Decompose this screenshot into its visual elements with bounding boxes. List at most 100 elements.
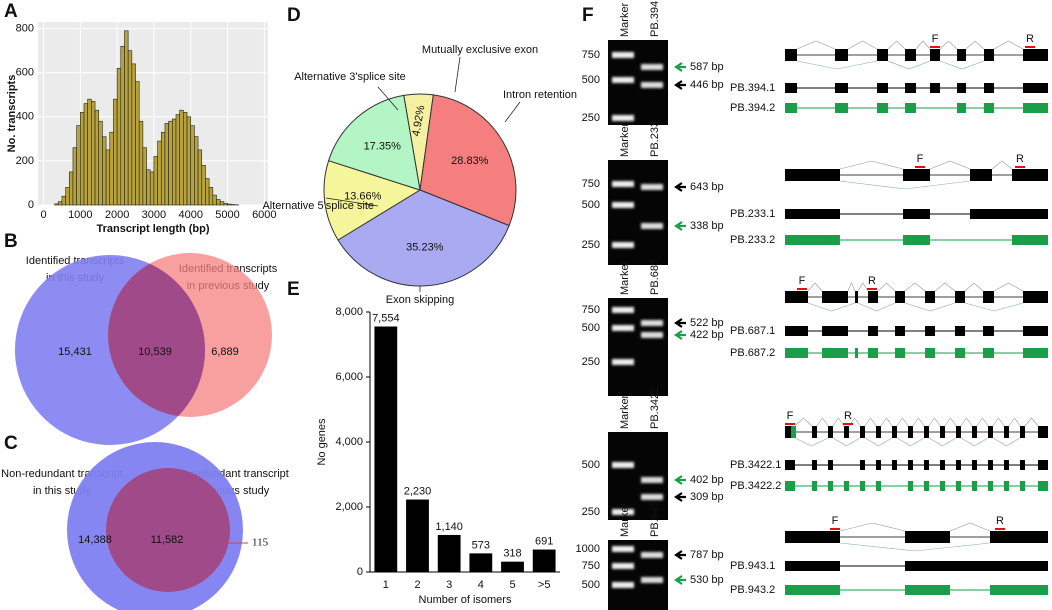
sample-band bbox=[641, 477, 663, 483]
isoform-exon bbox=[877, 83, 888, 93]
isoform-label: PB.943.2 bbox=[730, 584, 775, 596]
ladder-label: 250 bbox=[582, 356, 600, 368]
ladder-band bbox=[612, 509, 634, 515]
exon bbox=[835, 49, 848, 61]
y-axis-label: No. transcripts bbox=[6, 75, 18, 153]
primer-label: F bbox=[787, 410, 794, 422]
sample-band bbox=[641, 64, 663, 70]
splice-arc bbox=[864, 437, 893, 447]
exon bbox=[972, 426, 977, 438]
venn-value: 6,889 bbox=[211, 346, 239, 358]
histogram-bar bbox=[160, 131, 166, 206]
splice-arc bbox=[992, 417, 1005, 427]
histogram-bar bbox=[113, 98, 118, 206]
overlap bbox=[108, 255, 205, 417]
exon bbox=[785, 531, 840, 543]
isoform-exon bbox=[903, 235, 930, 245]
exon bbox=[860, 426, 865, 438]
splice-arc bbox=[964, 302, 1024, 312]
band-label: 587 bp bbox=[690, 61, 724, 73]
exon bbox=[990, 531, 1048, 543]
primer-label: R bbox=[868, 275, 876, 287]
ladder-band bbox=[612, 181, 634, 187]
bar-value-label: 1,140 bbox=[435, 521, 463, 533]
ladder-label: 500 bbox=[582, 579, 600, 591]
histogram-bar bbox=[146, 169, 151, 206]
x-tick-label: 5 bbox=[509, 579, 515, 591]
band-arrow bbox=[674, 475, 686, 485]
y-axis-label: No genes bbox=[316, 418, 328, 466]
band-label: 530 bp bbox=[690, 574, 724, 586]
isoform-exon bbox=[1023, 83, 1048, 93]
band-arrow bbox=[674, 62, 686, 72]
isoform-exon bbox=[984, 103, 994, 113]
histogram-bar bbox=[197, 149, 203, 206]
x-tick-label: 4 bbox=[478, 579, 484, 591]
sample-band bbox=[641, 82, 663, 88]
panel-letter: C bbox=[4, 433, 18, 454]
isoform-label: PB.943.1 bbox=[730, 560, 775, 572]
splice-arc bbox=[991, 160, 1013, 170]
isoform-exon bbox=[924, 481, 929, 491]
isoform-exon bbox=[822, 326, 848, 336]
exon bbox=[940, 426, 945, 438]
bar bbox=[501, 561, 524, 572]
exon bbox=[905, 49, 916, 61]
x-tick-label: 5000 bbox=[215, 209, 239, 221]
bar-value-label: 2,230 bbox=[404, 485, 432, 497]
splice-arc bbox=[794, 417, 813, 427]
exon bbox=[983, 291, 994, 303]
histogram-bar bbox=[94, 109, 100, 206]
isoform-exon bbox=[828, 481, 833, 491]
x-tick-label: 3000 bbox=[142, 209, 166, 221]
splice-arc bbox=[796, 60, 878, 70]
splice-arc bbox=[839, 522, 906, 532]
histogram-bar bbox=[116, 68, 122, 206]
sample-band bbox=[641, 320, 663, 326]
isoform-exon bbox=[785, 585, 840, 595]
ladder-label: 750 bbox=[582, 304, 600, 316]
category-label: Exon skipping bbox=[386, 294, 455, 306]
isoform-label: PB.394.1 bbox=[730, 82, 775, 94]
isoform-exon bbox=[957, 83, 966, 93]
isoform-exon bbox=[844, 481, 849, 491]
primer-label: F bbox=[932, 33, 939, 45]
exon bbox=[957, 49, 966, 61]
exon bbox=[988, 426, 993, 438]
splice-arc bbox=[904, 302, 956, 312]
splice-arc bbox=[965, 40, 985, 50]
isoform-exon bbox=[785, 326, 808, 336]
splice-arc bbox=[896, 437, 925, 447]
isoform-label: PB.687.2 bbox=[730, 347, 775, 359]
splice-arc bbox=[816, 417, 829, 427]
isoform-exon bbox=[940, 460, 945, 470]
x-tick-label: 1000 bbox=[68, 209, 92, 221]
bar bbox=[374, 326, 398, 572]
y-tick-label: 6,000 bbox=[335, 371, 363, 383]
ladder-label: 1000 bbox=[576, 543, 600, 555]
exon bbox=[855, 291, 858, 303]
exon bbox=[876, 426, 881, 438]
leader-line bbox=[377, 86, 399, 111]
isoform-label: PB.3422.1 bbox=[730, 459, 781, 471]
ladder-band bbox=[612, 359, 634, 365]
histogram-bar bbox=[212, 194, 217, 206]
histogram-bar bbox=[205, 178, 210, 206]
histogram-bar bbox=[153, 156, 158, 206]
band-label: 422 bp bbox=[690, 329, 724, 341]
bar-value-label: 318 bbox=[503, 548, 521, 560]
x-tick-label: 3 bbox=[446, 579, 452, 591]
ladder-band bbox=[612, 242, 634, 248]
histogram-bar bbox=[216, 199, 221, 206]
histogram-bar bbox=[175, 114, 180, 206]
x-tick-label: 6000 bbox=[252, 209, 276, 221]
isoform-exon bbox=[908, 460, 913, 470]
histogram-bar bbox=[190, 125, 195, 206]
isoform-exon bbox=[828, 460, 833, 470]
exon bbox=[868, 291, 878, 303]
exon bbox=[930, 49, 940, 61]
exon bbox=[970, 169, 992, 181]
isoform-exon bbox=[905, 585, 950, 595]
primer-label: R bbox=[996, 515, 1004, 527]
bar-value-label: 7,554 bbox=[372, 312, 400, 324]
